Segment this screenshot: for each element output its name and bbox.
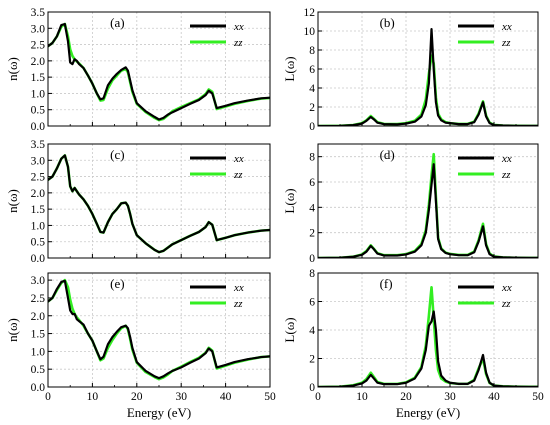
y-tick-label: 4 [309,202,315,214]
y-tick-label: 1.5 [31,329,46,341]
panel-tag: (b) [380,15,395,30]
y-tick-label: 2.0 [31,311,46,323]
y-tick-label: 6 [309,64,315,76]
x-tick-label: 30 [444,391,456,403]
y-tick-label: 8 [309,45,315,57]
panel-tag: (f) [380,276,393,291]
y-axis-label: n(ω) [5,57,20,81]
y-tick-label: 8 [309,152,315,164]
legend-label-xx: xx [501,153,512,165]
series-line-xx [318,28,538,126]
y-tick-label: 0.5 [31,105,46,117]
series-line-xx [318,310,538,387]
panel-f: 0 10 20 30 40 50 0 2 4 6 8 L(ω) Energy (eV) (f) xx zz [282,268,544,420]
y-axis-label: L(ω) [282,188,297,213]
y-tick-label: 1.5 [31,72,46,84]
x-tick-label: 50 [532,391,544,403]
y-tick-label: 3.5 [31,139,46,151]
y-axis-label: n(ω) [5,189,20,213]
panel-tag: (c) [110,147,124,162]
y-tick-label: 1.0 [31,346,46,358]
y-axis-label: n(ω) [5,318,20,342]
y-tick-label: 8 [309,268,315,280]
y-tick-label: 2 [309,102,315,114]
panel-tag: (d) [380,147,395,162]
y-axis-label: L(ω) [282,317,297,342]
y-tick-label: 3.0 [31,23,46,35]
y-tick-label: 2.0 [31,56,46,68]
y-tick-label: 6 [309,177,315,189]
panel-tag: (e) [110,276,124,291]
y-tick-label: 2 [309,228,315,240]
x-tick-label: 0 [315,391,321,403]
series-line-xx [48,22,270,121]
y-tick-label: 1.0 [31,220,46,232]
y-tick-label: 0.5 [31,364,46,376]
legend-label-zz: zz [233,169,243,181]
y-tick-label: 4 [309,83,315,95]
y-axis-label: L(ω) [282,56,297,81]
panel-e: 0 10 20 30 40 50 0.0 0.5 1.0 1.5 2.0 2.5 3.0 n(ω) Ener… [5,272,276,420]
panel-b: 0 2 4 6 8 10 12 L(ω) (b) xx zz [282,7,539,133]
y-tick-label: 0.5 [31,237,46,249]
legend-label-xx: xx [501,21,512,33]
y-tick-label: 0 [309,253,315,265]
legend-label-xx: xx [233,153,244,165]
x-axis-label: Energy (eV) [127,405,191,420]
y-tick-label: 0 [309,382,315,394]
x-axis-label: Energy (eV) [396,405,460,420]
y-tick-label: 3.0 [31,155,46,167]
y-tick-label: 1.5 [31,204,46,216]
panel-c: 0.0 0.5 1.0 1.5 2.0 2.5 3.0 3.5 n(ω) (c) xx zz [5,139,271,265]
x-tick-label: 10 [87,391,99,403]
y-tick-label: 12 [304,7,316,19]
y-tick-label: 3.5 [31,7,46,19]
panel-a: 0.0 0.5 1.0 1.5 2.0 2.5 3.0 3.5 n(ω) (a) xx zz [5,7,271,133]
y-tick-label: 2 [309,354,315,366]
panel-tag: (a) [110,15,124,30]
y-tick-label: 2.5 [31,40,46,52]
y-tick-label: 2.0 [31,188,46,200]
panel-d: 0 2 4 6 8 L(ω) (d) xx zz [282,143,539,265]
y-tick-label: 4 [309,325,315,337]
x-tick-label: 20 [400,391,412,403]
legend-label-zz: zz [501,298,511,310]
y-tick-label: 3.0 [31,275,46,287]
y-tick-label: 0 [309,121,315,133]
series-line-xx [318,163,538,258]
legend-label-zz: zz [501,169,511,181]
x-tick-label: 30 [175,391,187,403]
y-tick-label: 0.0 [31,253,46,265]
y-tick-label: 0.0 [31,121,46,133]
legend-label-xx: xx [233,282,244,294]
legend-label-xx: xx [233,21,244,33]
y-tick-label: 0.0 [31,382,46,394]
y-tick-label: 2.5 [31,293,46,305]
y-tick-label: 1.0 [31,88,46,100]
series-line-xx [48,154,270,254]
y-tick-label: 2.5 [31,172,46,184]
y-tick-label: 6 [309,297,315,309]
y-tick-label: 10 [304,26,316,38]
legend-label-xx: xx [501,282,512,294]
x-tick-label: 50 [264,391,276,403]
x-tick-label: 20 [131,391,143,403]
legend-label-zz: zz [233,37,243,49]
x-tick-label: 0 [45,391,51,403]
legend-label-zz: zz [233,298,243,310]
legend-label-zz: zz [501,37,511,49]
x-tick-label: 40 [488,391,500,403]
x-tick-label: 40 [220,391,232,403]
x-tick-label: 10 [356,391,368,403]
series-line-zz [48,278,270,381]
series-line-xx [48,279,270,380]
